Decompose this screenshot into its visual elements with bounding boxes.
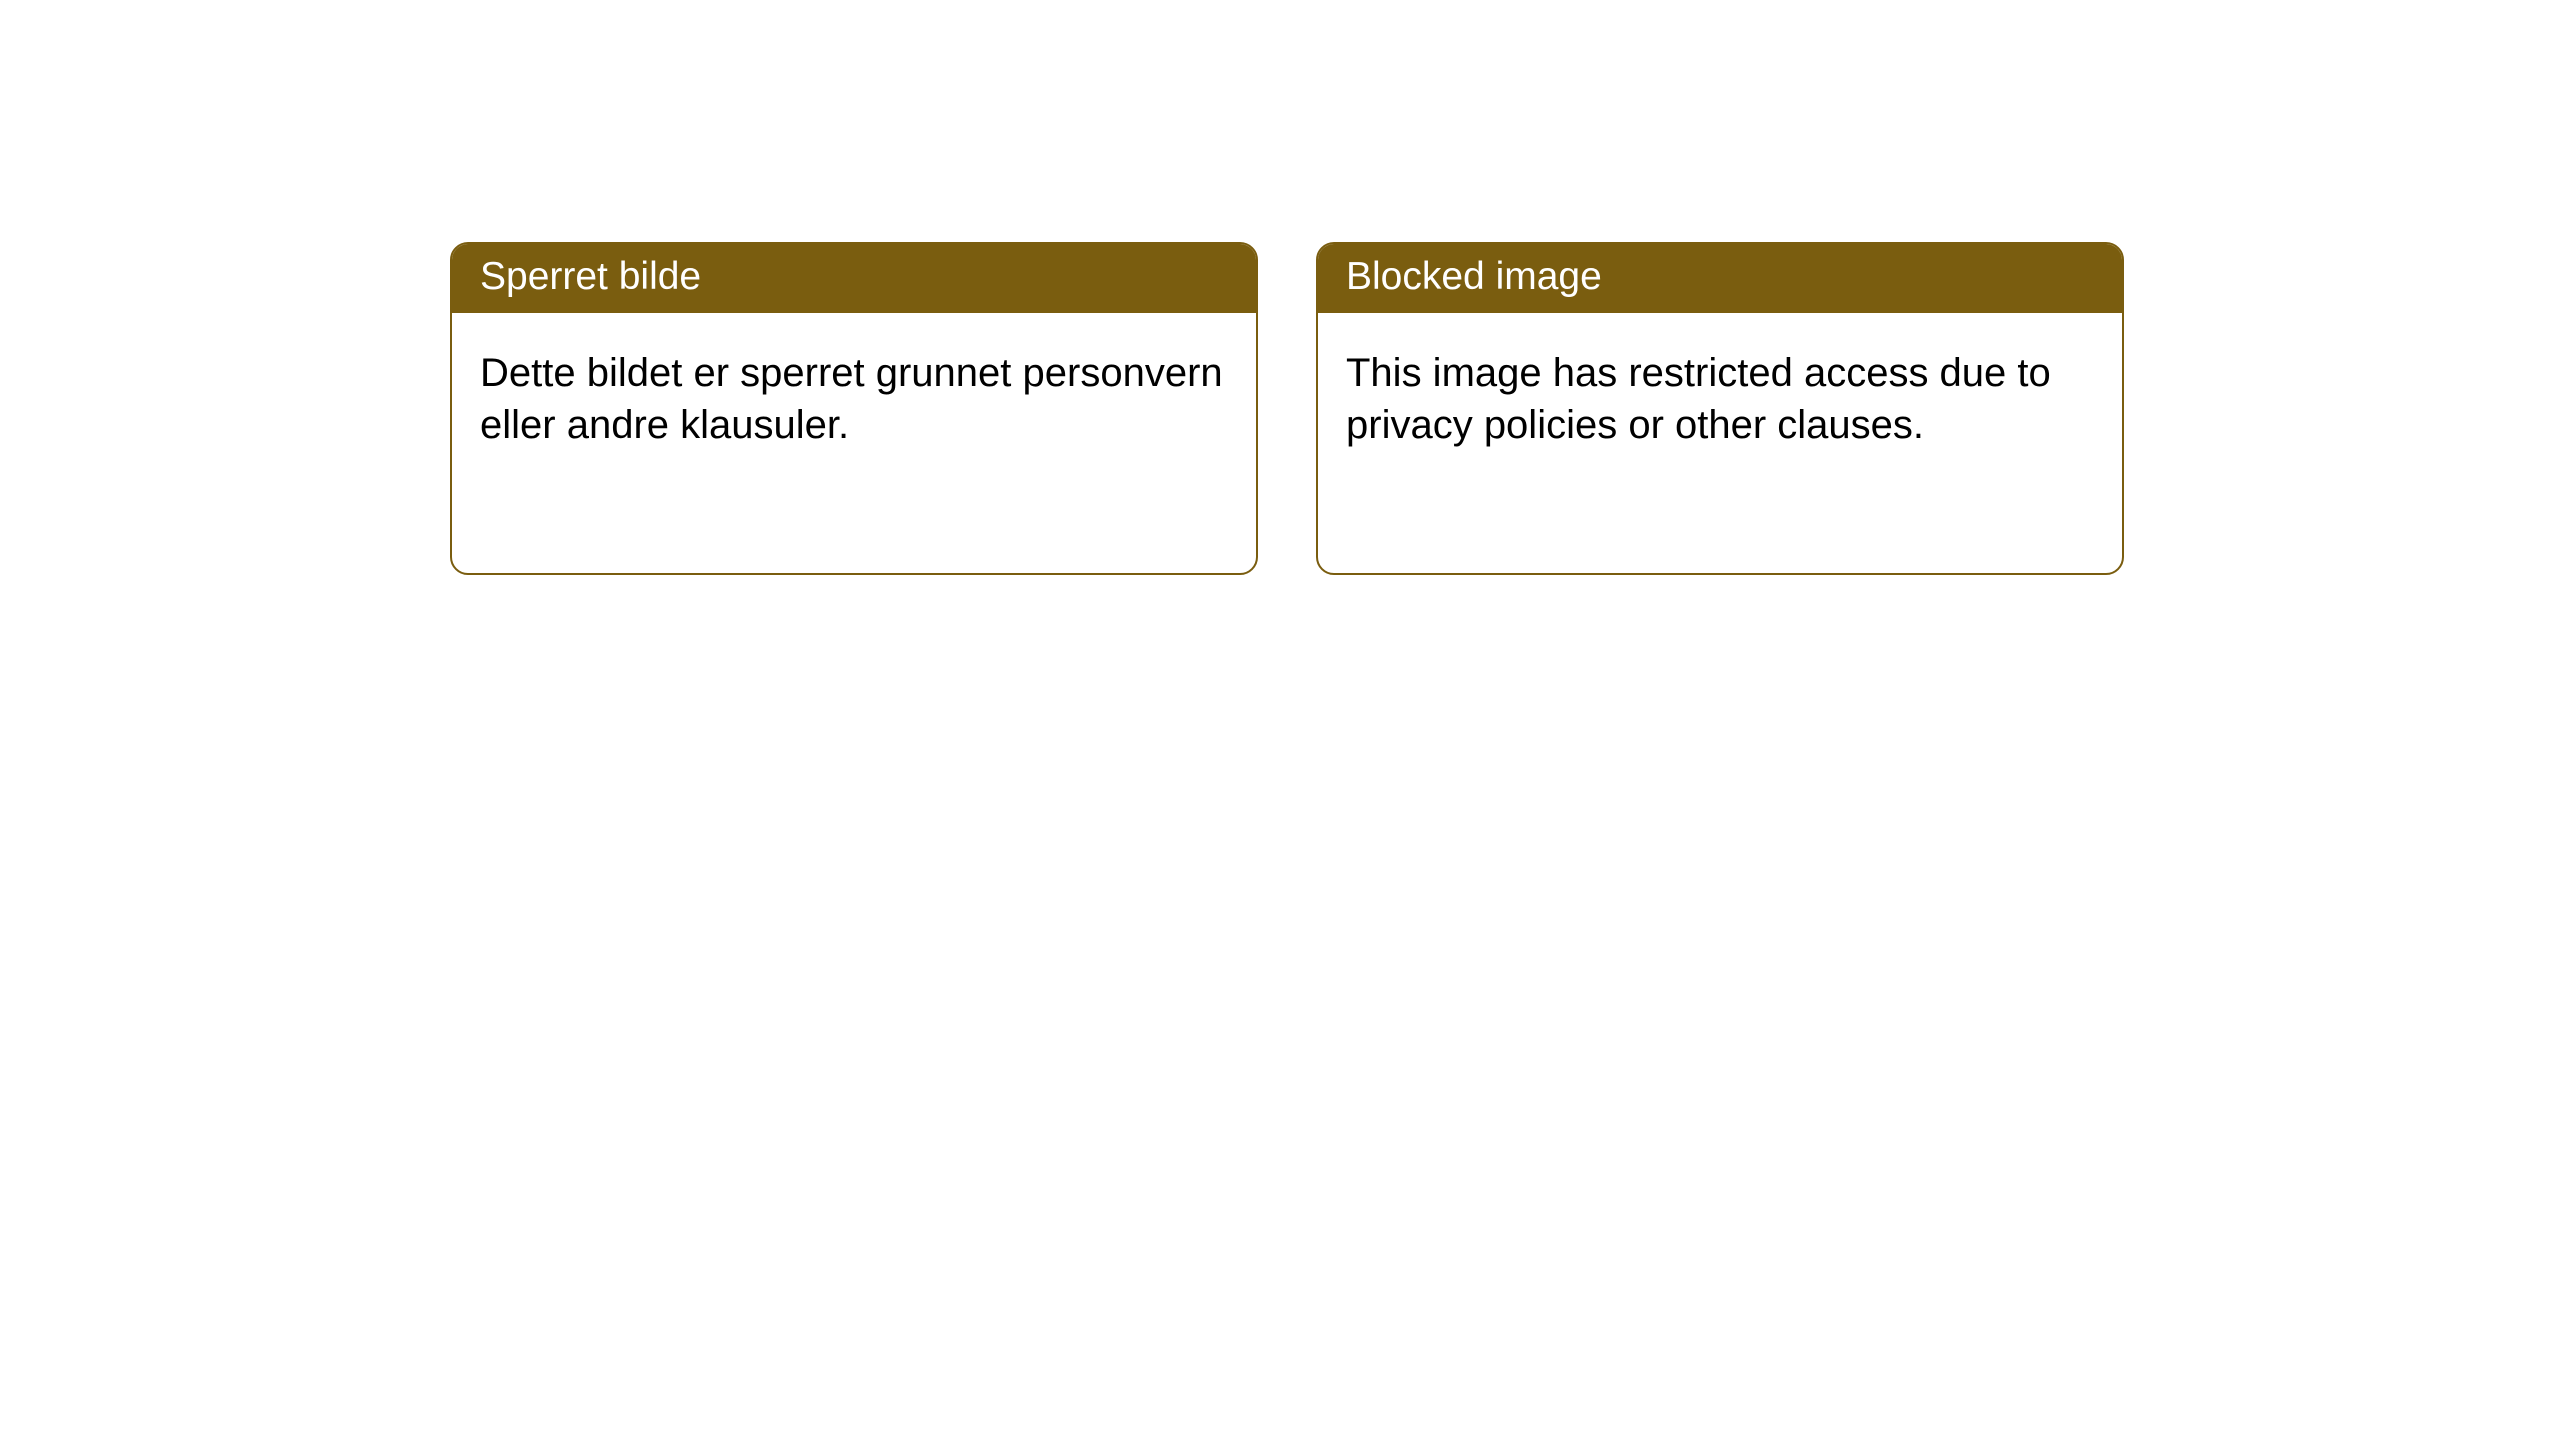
card-body: Dette bildet er sperret grunnet personve… xyxy=(452,313,1256,573)
card-header: Sperret bilde xyxy=(452,244,1256,313)
blocked-image-card-no: Sperret bilde Dette bildet er sperret gr… xyxy=(450,242,1258,575)
card-body: This image has restricted access due to … xyxy=(1318,313,2122,573)
blocked-image-card-en: Blocked image This image has restricted … xyxy=(1316,242,2124,575)
notice-container: Sperret bilde Dette bildet er sperret gr… xyxy=(0,0,2560,575)
card-header: Blocked image xyxy=(1318,244,2122,313)
